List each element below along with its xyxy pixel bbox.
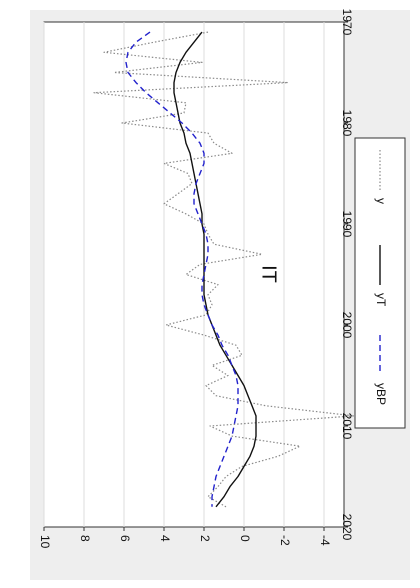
value-tick-label: 4 [158,535,172,542]
series-line-yBP [125,31,239,507]
value-tick-label: -2 [278,535,292,546]
year-tick-label: 2000 [340,312,354,339]
value-tick-label: 8 [78,535,92,542]
legend-label-yT: yT [374,293,388,307]
year-axis: 1970 1980 1990 2000 2010 2020 [340,9,354,541]
value-tick-label: 0 [238,535,252,542]
value-tick-label: 6 [118,535,132,542]
series-line-y [93,31,355,508]
year-tick-label: 1980 [340,110,354,137]
grid-layer [43,22,325,527]
series-line-yT [173,31,257,508]
legend-label-y: y [374,198,388,204]
plot-area [43,21,345,528]
series-layer [93,31,355,508]
value-tick-label: 2 [198,535,212,542]
value-tick-label: -4 [318,535,332,546]
year-tick-label: 1990 [340,211,354,238]
legend-label-yBP: yBP [374,383,388,405]
year-tick-label: 1970 [340,9,354,36]
chart-title: IT [258,265,280,283]
legend: y yT yBP [354,137,406,429]
value-tick-label: 10 [38,535,52,549]
year-tick-label: 2020 [340,514,354,541]
value-axis: 10 8 6 4 2 0 -2 -4 [38,527,332,549]
year-tick-label: 2010 [340,413,354,440]
